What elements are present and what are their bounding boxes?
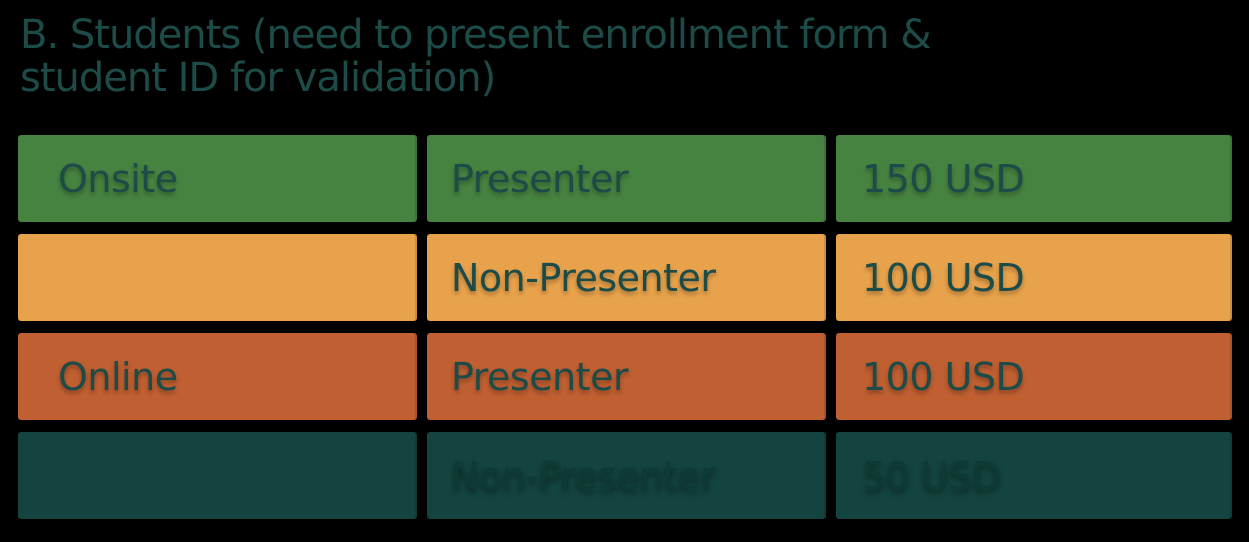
table-cell-role: Non-Presenter [427,432,826,519]
table-cell-role: Presenter [427,135,826,222]
table-cell-price: 100 USD [836,333,1232,420]
table-cell-role: Presenter [427,333,826,420]
table-cell-role: Non-Presenter [427,234,826,321]
page-title: B. Students (need to present enrollment … [20,12,932,101]
table-cell-price: 50 USD [836,432,1232,519]
table-cell-price: 150 USD [836,135,1232,222]
table-cell-price: 100 USD [836,234,1232,321]
table-cell-category [18,432,417,519]
page-title-line-1: B. Students (need to present enrollment … [20,12,932,58]
table-cell-category: Online [18,333,417,420]
pricing-table: Onsite Presenter 150 USD Non-Presenter 1… [18,135,1232,519]
page-title-line-2: student ID for validation) [20,55,496,101]
table-cell-category [18,234,417,321]
table-cell-category: Onsite [18,135,417,222]
